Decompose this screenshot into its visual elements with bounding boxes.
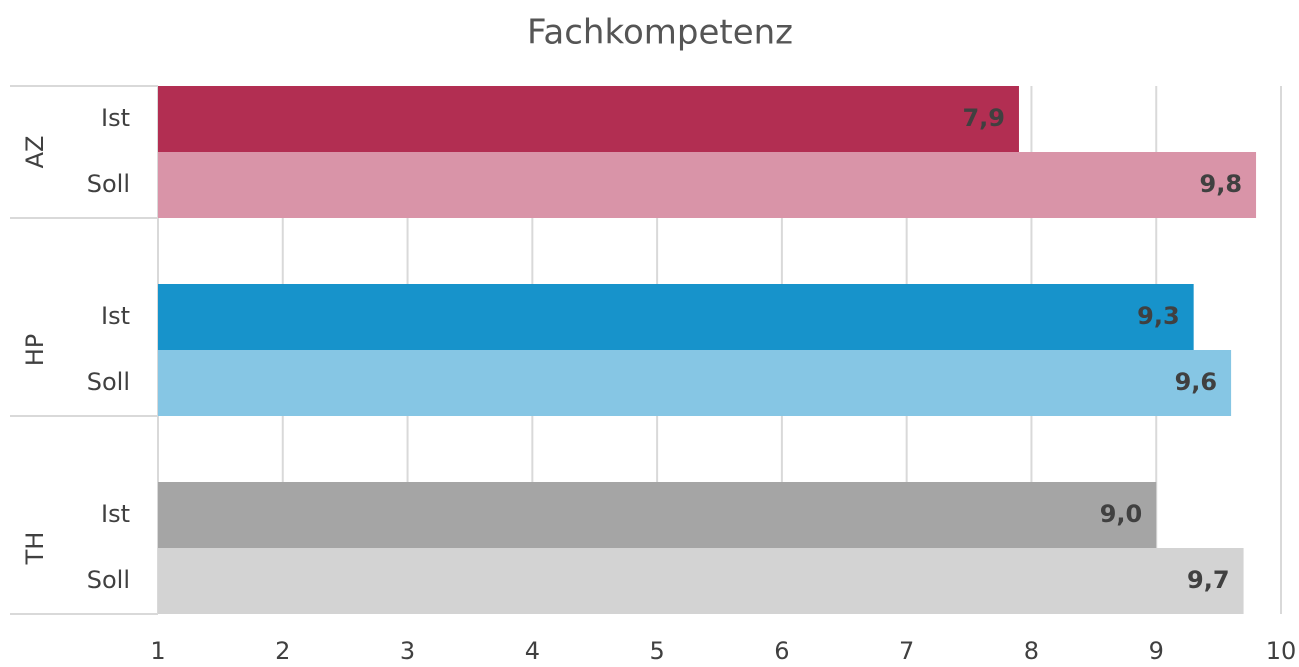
value-label: 9,0 bbox=[1100, 500, 1143, 528]
bar bbox=[158, 86, 1019, 152]
value-label: 9,6 bbox=[1175, 368, 1218, 396]
labels: 1 2 3 4 5 6 7 8 9 10 AZ Ist 7,9 Soll 9,8 HP Ist 9,3 Soll 9,… bbox=[21, 104, 1296, 665]
x-tick-label: 7 bbox=[899, 637, 914, 665]
x-tick-label: 6 bbox=[774, 637, 789, 665]
value-label: 7,9 bbox=[962, 104, 1005, 132]
value-label: 9,3 bbox=[1137, 302, 1180, 330]
x-tick-label: 9 bbox=[1149, 637, 1164, 665]
x-tick-label: 10 bbox=[1266, 637, 1297, 665]
bar bbox=[158, 152, 1257, 218]
bars bbox=[158, 86, 1257, 614]
category-label: Soll bbox=[87, 566, 130, 594]
bar bbox=[158, 548, 1244, 614]
bar bbox=[158, 350, 1232, 416]
x-tick-label: 8 bbox=[1024, 637, 1039, 665]
category-label: Ist bbox=[101, 104, 130, 132]
x-tick-label: 5 bbox=[649, 637, 664, 665]
value-label: 9,7 bbox=[1187, 566, 1230, 594]
group-label: AZ bbox=[21, 136, 49, 169]
x-tick-label: 3 bbox=[400, 637, 415, 665]
group-label: HP bbox=[21, 334, 49, 367]
x-tick-label: 2 bbox=[275, 637, 290, 665]
value-label: 9,8 bbox=[1200, 170, 1243, 198]
bar bbox=[158, 482, 1157, 548]
group-label: TH bbox=[21, 532, 49, 566]
category-label: Ist bbox=[101, 500, 130, 528]
category-label: Ist bbox=[101, 302, 130, 330]
category-label: Soll bbox=[87, 170, 130, 198]
bar bbox=[158, 284, 1194, 350]
x-tick-label: 1 bbox=[150, 637, 165, 665]
category-label: Soll bbox=[87, 368, 130, 396]
chart-title: Fachkompetenz bbox=[527, 13, 793, 53]
x-tick-label: 4 bbox=[525, 637, 540, 665]
